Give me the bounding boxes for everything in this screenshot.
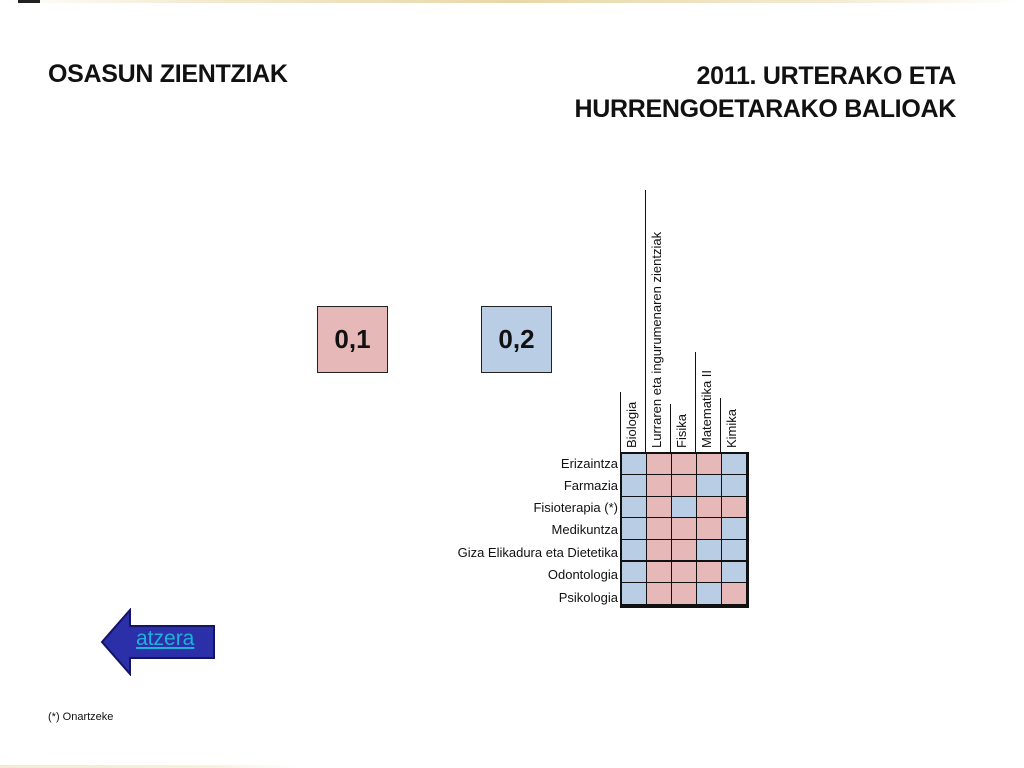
header-divider — [695, 352, 696, 452]
grid-cell — [621, 561, 646, 582]
grid-cell — [621, 540, 646, 561]
grid-cell — [697, 583, 722, 604]
grid-cell — [646, 453, 671, 474]
grid-cell — [672, 540, 696, 561]
header-divider — [720, 398, 721, 452]
grid-cell — [621, 475, 646, 496]
back-button[interactable]: atzera — [100, 608, 216, 676]
grid-cell — [621, 453, 646, 474]
grid-cell — [672, 453, 696, 474]
header-divider — [645, 190, 646, 452]
grid-cell — [697, 561, 722, 582]
grid-cell — [646, 496, 671, 518]
page-title: OSASUN ZIENTZIAK — [48, 60, 288, 88]
row-label-odontologia: Odontologia — [547, 567, 618, 582]
grid-cell — [621, 496, 646, 518]
left-arrow-icon — [100, 608, 215, 676]
grid-cell — [646, 475, 671, 496]
grid-cell — [697, 475, 722, 496]
grid-cell — [621, 518, 646, 539]
top-decorative-stripe — [0, 0, 1024, 3]
subtitle-line-1: 2011. URTERAKO ETA — [696, 62, 957, 90]
bottom-decorative-stripe — [0, 765, 300, 768]
grid-cell — [722, 583, 747, 604]
grid-cell — [646, 518, 671, 539]
grid-cell — [722, 453, 747, 474]
grid-cell — [646, 583, 671, 604]
grid-cell — [646, 540, 671, 561]
legend-value-pink: 0,1 — [317, 306, 388, 373]
grid-cell — [722, 475, 747, 496]
grid-cell — [722, 518, 747, 539]
grid-cell — [697, 518, 722, 539]
weight-grid — [620, 452, 749, 608]
grid-cell — [672, 583, 696, 604]
grid-cell — [697, 496, 722, 518]
corner-mark — [18, 0, 40, 3]
grid-cell — [672, 518, 696, 539]
grid-cell — [646, 561, 671, 582]
footnote: (*) Onartzeke — [48, 711, 114, 723]
row-label-fisioterapia: Fisioterapia (*) — [533, 500, 618, 515]
header-divider — [620, 392, 621, 452]
grid-cell — [697, 540, 722, 561]
back-link-label[interactable]: atzera — [136, 627, 195, 650]
row-label-giza-elikadura: Giza Elikadura eta Dietetika — [457, 545, 618, 560]
legend-value-blue: 0,2 — [481, 306, 552, 373]
row-label-psikologia: Psikologia — [558, 590, 618, 605]
header-divider — [670, 404, 671, 452]
grid-cell — [672, 496, 696, 518]
grid-cell — [722, 496, 747, 518]
grid-cell — [722, 561, 747, 582]
subtitle-line-2: HURRENGOETARAKO BALIOAK — [574, 95, 956, 123]
grid-cell — [672, 475, 696, 496]
grid-cell — [672, 561, 696, 582]
row-label-medikuntza: Medikuntza — [551, 522, 618, 537]
row-label-erizaintza: Erizaintza — [560, 456, 618, 471]
page-subtitle: 2011. URTERAKO ETA HURRENGOETARAKO BALIO… — [574, 60, 956, 126]
grid-cell — [722, 540, 747, 561]
row-label-farmazia: Farmazia — [563, 478, 618, 493]
grid-cell — [621, 583, 646, 604]
grid-cell — [697, 453, 722, 474]
